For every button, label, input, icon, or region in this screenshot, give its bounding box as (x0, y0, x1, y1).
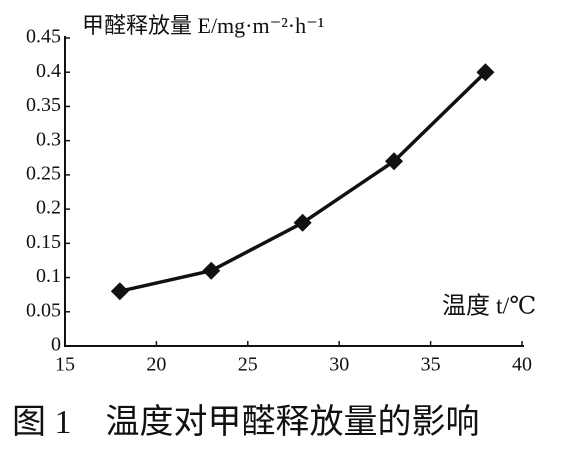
y-tick-label: 0.15 (26, 231, 61, 253)
y-tick-label: 0 (51, 334, 61, 356)
y-tick-label: 0.45 (26, 26, 61, 48)
x-tick-label: 30 (329, 354, 349, 376)
y-axis-label: 甲醛释放量 E/mg·m⁻²·h⁻¹ (82, 13, 324, 38)
y-tick-label: 0.3 (36, 128, 61, 150)
data-point (110, 282, 129, 301)
y-tick-label: 0.2 (36, 197, 61, 219)
x-tick-label: 25 (238, 354, 258, 376)
x-tick-label: 35 (421, 354, 441, 376)
x-tick-label: 15 (55, 354, 75, 376)
data-point (202, 261, 221, 280)
y-tick-label: 0.4 (36, 60, 61, 82)
data-point (385, 152, 404, 171)
data-point (476, 63, 495, 82)
y-tick-label: 0.35 (26, 94, 61, 116)
data-line (119, 70, 487, 293)
y-tick-label: 0.1 (36, 265, 61, 287)
x-tick-label: 20 (146, 354, 166, 376)
y-tick-label: 0.25 (26, 162, 61, 184)
data-point (293, 213, 312, 232)
x-axis-label: 温度 t/℃ (442, 293, 536, 320)
y-tick-label: 0.05 (26, 299, 61, 321)
x-tick-label: 40 (512, 354, 532, 376)
caption: 图 1 温度对甲醛释放量的影响 (12, 403, 480, 441)
